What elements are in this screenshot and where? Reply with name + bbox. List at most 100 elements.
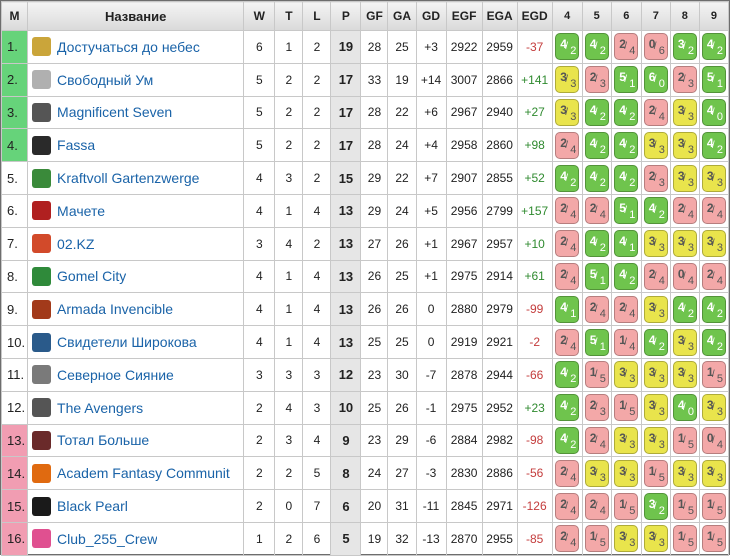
score-badge[interactable]: 4/2 [555,361,580,389]
score-badge[interactable]: 3/3 [614,426,639,454]
score-badge[interactable]: 4/2 [555,164,580,192]
laurel-logo-icon[interactable] [32,37,52,57]
score-badge[interactable]: 2/4 [584,295,609,323]
score-badge[interactable]: 0/4 [672,262,697,290]
score-badge[interactable]: 1/5 [584,525,609,553]
score-badge[interactable]: 4/2 [584,230,609,258]
score-badge[interactable]: 4/2 [584,164,609,192]
header-pos[interactable]: M [0,1,29,31]
score-badge[interactable]: 2/4 [555,197,580,225]
team-link[interactable]: Свободный Ум [57,71,154,88]
club255-logo-icon[interactable] [32,529,52,549]
score-badge[interactable]: 1/5 [614,394,639,422]
score-badge[interactable]: 2/4 [555,262,580,290]
header-ga[interactable]: GA [387,1,417,31]
score-badge[interactable]: 3/3 [555,98,580,126]
score-badge[interactable]: 2/4 [614,33,639,61]
score-badge[interactable]: 2/4 [701,197,726,225]
score-badge[interactable]: 3/3 [701,164,726,192]
header-egf[interactable]: EGF [445,1,483,31]
score-badge[interactable]: 4/1 [555,295,580,323]
score-badge[interactable]: 2/3 [584,394,609,422]
score-badge[interactable]: 2/4 [555,525,580,553]
score-badge[interactable]: 3/3 [643,230,668,258]
team-link[interactable]: Мачете [57,202,105,219]
header-egd[interactable]: EGD [516,1,553,31]
score-badge[interactable]: 3/3 [643,295,668,323]
score-badge[interactable]: 3/3 [643,131,668,159]
kz-logo-icon[interactable] [32,234,52,254]
score-badge[interactable]: 2/4 [555,459,580,487]
score-badge[interactable]: 3/3 [701,459,726,487]
score-badge[interactable]: 2/4 [584,492,609,520]
score-badge[interactable]: 5/1 [584,262,609,290]
score-badge[interactable]: 4/0 [701,98,726,126]
score-badge[interactable]: 4/2 [555,426,580,454]
score-badge[interactable]: 3/3 [643,361,668,389]
score-badge[interactable]: 1/5 [672,525,697,553]
score-badge[interactable]: 4/2 [614,164,639,192]
score-badge[interactable]: 3/3 [672,98,697,126]
brain-logo-icon[interactable] [32,70,52,90]
score-badge[interactable]: 3/3 [701,394,726,422]
score-badge[interactable]: 1/5 [643,459,668,487]
team-link[interactable]: The Avengers [57,399,144,416]
header-t[interactable]: T [274,1,304,31]
score-badge[interactable]: 6/0 [643,66,668,94]
score-badge[interactable]: 3/3 [672,361,697,389]
score-badge[interactable]: 4/1 [614,230,639,258]
score-badge[interactable]: 4/2 [584,33,609,61]
score-badge[interactable]: 0/4 [701,426,726,454]
team-link[interactable]: Северное Сияние [57,366,174,383]
score-badge[interactable]: 2/4 [614,295,639,323]
gnome-logo-icon[interactable] [32,168,52,188]
score-badge[interactable]: 4/2 [701,295,726,323]
score-badge[interactable]: 2/4 [701,262,726,290]
team-link[interactable]: Academ Fantasy Communit [57,465,230,482]
score-badge[interactable]: 3/3 [584,459,609,487]
black-pearl-logo-icon[interactable] [32,496,52,516]
team-link[interactable]: Armada Invencible [57,301,173,318]
afc-logo-icon[interactable] [32,463,52,483]
score-badge[interactable]: 3/3 [701,230,726,258]
score-badge[interactable]: 1/5 [584,361,609,389]
score-badge[interactable]: 2/4 [584,197,609,225]
score-badge[interactable]: 1/5 [614,492,639,520]
fassa-logo-icon[interactable] [32,135,52,155]
score-badge[interactable]: 4/2 [555,394,580,422]
score-badge[interactable]: 2/4 [555,328,580,356]
team-link[interactable]: Свидетели Широкова [57,334,197,351]
score-badge[interactable]: 2/4 [555,230,580,258]
score-badge[interactable]: 1/4 [614,328,639,356]
score-badge[interactable]: 4/2 [584,131,609,159]
score-badge[interactable]: 4/2 [701,131,726,159]
score-badge[interactable]: 0/6 [643,33,668,61]
score-badge[interactable]: 3/3 [672,459,697,487]
score-badge[interactable]: 4/2 [614,262,639,290]
team-link[interactable]: Тотал Больше [57,432,150,449]
score-badge[interactable]: 4/2 [672,295,697,323]
team-link[interactable]: Fassa [57,137,96,154]
northern-lights-logo-icon[interactable] [32,365,52,385]
score-badge[interactable]: 4/2 [614,98,639,126]
score-badge[interactable]: 4/2 [701,328,726,356]
header-name[interactable]: Название [27,1,245,31]
score-badge[interactable]: 2/3 [584,66,609,94]
header-p[interactable]: P [330,1,362,31]
score-badge[interactable]: 2/4 [555,492,580,520]
score-badge[interactable]: 3/3 [614,525,639,553]
score-badge[interactable]: 3/3 [672,164,697,192]
score-badge[interactable]: 3/3 [614,361,639,389]
total-more-logo-icon[interactable] [32,430,52,450]
score-badge[interactable]: 5/1 [614,197,639,225]
team-link[interactable]: Достучаться до небес [57,38,200,55]
score-badge[interactable]: 4/2 [701,33,726,61]
score-badge[interactable]: 2/4 [584,426,609,454]
score-badge[interactable]: 3/3 [672,131,697,159]
score-badge[interactable]: 2/4 [555,131,580,159]
score-badge[interactable]: 3/2 [672,33,697,61]
armada-logo-icon[interactable] [32,299,52,319]
score-badge[interactable]: 5/1 [584,328,609,356]
team-link[interactable]: Black Pearl [57,498,128,515]
score-badge[interactable]: 4/2 [584,98,609,126]
